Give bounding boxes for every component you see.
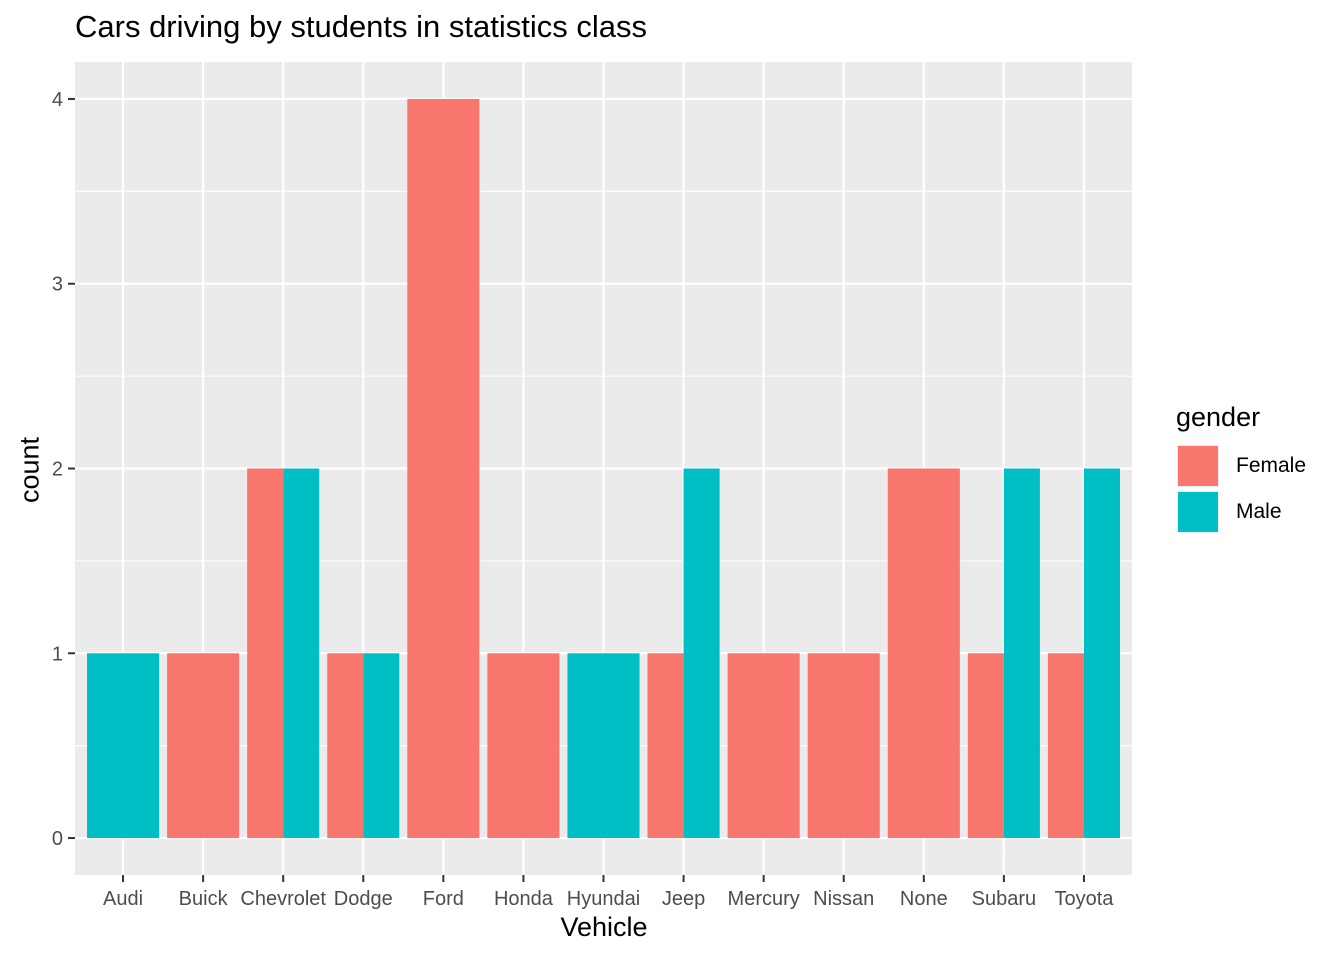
bar-subaru-female	[967, 653, 1004, 839]
bar-jeep-male	[683, 468, 720, 839]
y-axis-title: count	[14, 436, 45, 504]
legend-label-male: Male	[1236, 500, 1282, 523]
legend-swatch-female	[1178, 446, 1218, 486]
legend: gender Female Male	[1176, 402, 1306, 535]
legend-item-male: Male	[1176, 489, 1306, 535]
legend-label-female: Female	[1236, 454, 1307, 477]
bar-toyota-male	[1083, 468, 1120, 839]
x-tick-label: Nissan	[813, 888, 874, 910]
bar-chevrolet-male	[283, 468, 320, 839]
y-axis: 0 1 2 3 4	[52, 89, 75, 850]
legend-item-female: Female	[1176, 443, 1306, 489]
legend-key-male	[1176, 490, 1220, 534]
legend-title: gender	[1176, 402, 1261, 432]
y-tick-label: 2	[52, 459, 63, 481]
bar-none-female	[887, 468, 960, 839]
bar-dodge-male	[363, 653, 400, 839]
x-tick-label: Jeep	[662, 888, 705, 910]
bar-buick-female	[167, 653, 240, 839]
x-tick-label: Buick	[179, 888, 229, 910]
legend-swatch-male	[1178, 492, 1218, 532]
x-tick-label: Ford	[423, 888, 464, 910]
x-tick-label: Dodge	[334, 888, 393, 910]
bar-jeep-female	[647, 653, 684, 839]
x-tick-label: None	[900, 888, 948, 910]
x-tick-label: Toyota	[1054, 888, 1114, 910]
y-tick-label: 3	[52, 274, 63, 296]
bar-dodge-female	[327, 653, 364, 839]
legend-key-female	[1176, 444, 1220, 488]
x-tick-label: Hyundai	[567, 888, 640, 910]
chart-title: Cars driving by students in statistics c…	[75, 9, 647, 44]
y-tick-label: 4	[52, 89, 63, 111]
bar-ford-female	[407, 98, 480, 839]
bar-subaru-male	[1003, 468, 1040, 839]
bar-nissan-female	[807, 653, 880, 839]
bar-audi-male	[87, 653, 160, 839]
x-tick-label: Honda	[494, 888, 554, 910]
bars	[87, 98, 1120, 839]
x-axis: Audi Buick Chevrolet Dodge Ford Honda Hyundai J…	[103, 875, 1114, 910]
bar-hyundai-male	[567, 653, 640, 839]
x-tick-label: Mercury	[728, 888, 800, 910]
bar-mercury-female	[727, 653, 800, 839]
x-tick-label: Chevrolet	[240, 888, 326, 910]
bar-honda-female	[487, 653, 560, 839]
x-tick-label: Audi	[103, 888, 143, 910]
bar-toyota-female	[1047, 653, 1084, 839]
y-tick-label: 0	[52, 828, 63, 850]
x-tick-label: Subaru	[972, 888, 1037, 910]
x-axis-title: Vehicle	[560, 912, 648, 942]
bar-chevrolet-female	[247, 468, 284, 839]
y-tick-label: 1	[52, 643, 63, 665]
